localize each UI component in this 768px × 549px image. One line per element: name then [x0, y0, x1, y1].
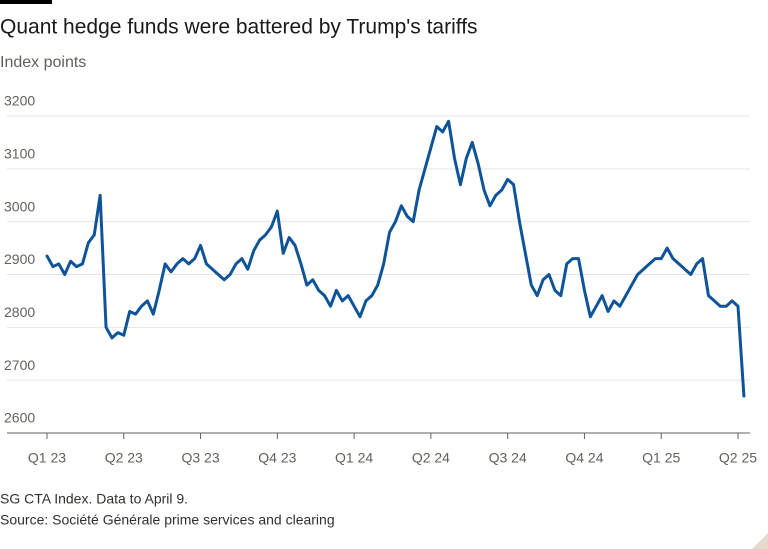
- x-tick-label: Q2 24: [412, 450, 450, 466]
- y-tick-label: 2900: [4, 251, 35, 267]
- x-tick-label: Q4 24: [565, 450, 603, 466]
- chart-subtitle: Index points: [0, 54, 86, 71]
- y-tick-label: 2800: [4, 304, 35, 320]
- x-tick-label: Q3 23: [181, 450, 219, 466]
- x-tick-label: Q4 23: [258, 450, 296, 466]
- y-tick-label: 2700: [4, 357, 35, 373]
- brand-bar: [0, 0, 52, 4]
- x-tick-label: Q1 23: [28, 450, 66, 466]
- chart-title: Quant hedge funds were battered by Trump…: [0, 16, 478, 39]
- x-tick-label: Q2 23: [105, 450, 143, 466]
- line: [45, 119, 746, 398]
- x-tick-label: Q2 25: [719, 450, 757, 466]
- y-tick-label: 2600: [4, 410, 35, 426]
- x-tick-label: Q3 24: [489, 450, 527, 466]
- x-tick-label: Q1 24: [335, 450, 373, 466]
- source: Source: Société Générale prime services …: [0, 512, 335, 528]
- y-tick-label: 3200: [4, 93, 35, 109]
- footnote: SG CTA Index. Data to April 9.: [0, 491, 188, 507]
- y-tick-label: 3100: [4, 146, 35, 162]
- y-tick-label: 3000: [4, 198, 35, 214]
- corner-mark: [752, 533, 768, 549]
- x-tick-label: Q1 25: [642, 450, 680, 466]
